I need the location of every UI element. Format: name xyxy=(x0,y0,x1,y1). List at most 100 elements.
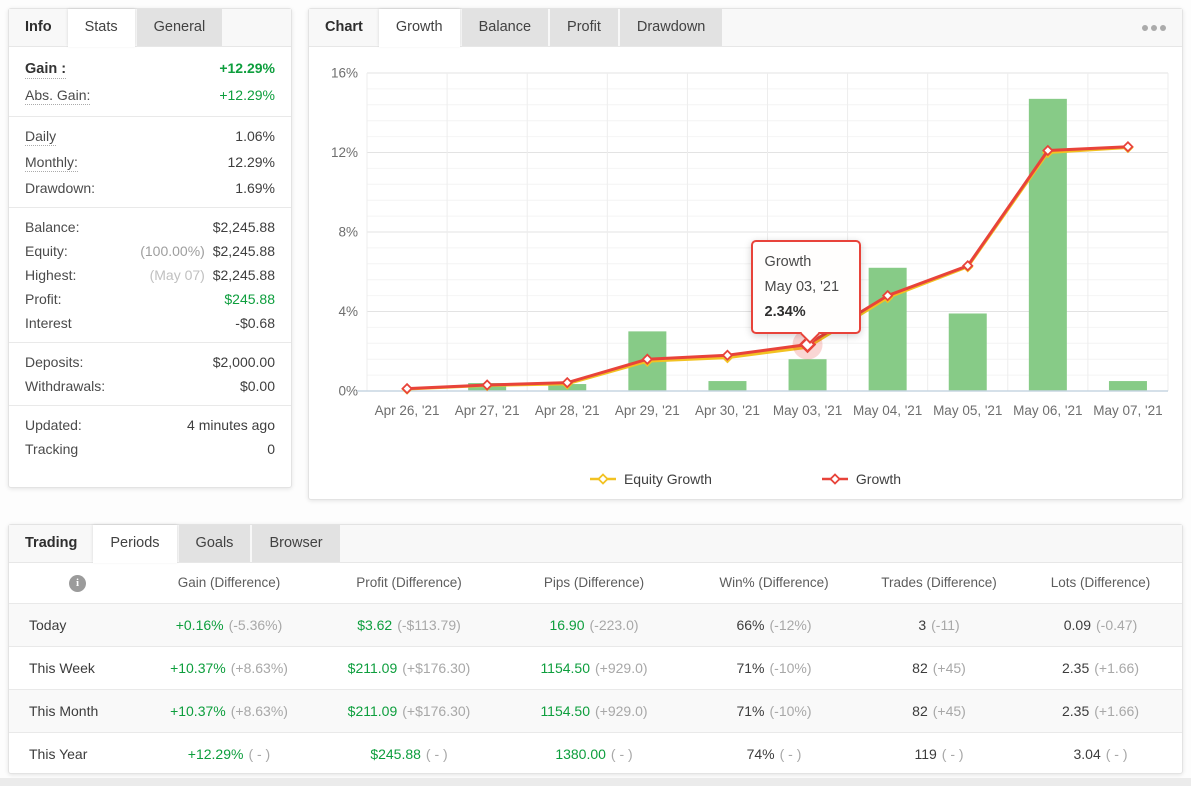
column-header-win-difference: Win% (Difference) xyxy=(719,575,829,591)
cell-profit: $211.09 (+$176.30) xyxy=(319,646,499,689)
column-header-profit-difference: Profit (Difference) xyxy=(356,575,462,591)
stat-value-highest: (May 07) $2,245.88 xyxy=(149,267,275,283)
stat-row-withdrawals: Withdrawals: $0.00 xyxy=(9,374,291,398)
tab-periods[interactable]: Periods xyxy=(93,525,177,563)
stat-label-abs-gain[interactable]: Abs. Gain: xyxy=(25,87,91,105)
info-panel-title: Info xyxy=(25,19,52,35)
column-header-gain-difference: Gain (Difference) xyxy=(177,575,281,591)
cell-pips: 16.90 (-223.0) xyxy=(499,603,689,646)
cell-lots: 2.35 (+1.66) xyxy=(1019,646,1182,689)
legend-item-growth[interactable]: Growth xyxy=(821,471,902,487)
cell-difference: (-$113.79) xyxy=(397,616,461,633)
chart-menu-button[interactable] xyxy=(1126,9,1182,46)
cell-profit: $3.62 (-$113.79) xyxy=(319,603,499,646)
tab-browser[interactable]: Browser xyxy=(252,525,340,562)
tab-goals[interactable]: Goals xyxy=(178,525,251,562)
stats-group: Deposits: $2,000.00 Withdrawals: $0.00 xyxy=(9,342,291,405)
stat-value-tracking: 0 xyxy=(267,441,275,457)
bar-may-06-21 xyxy=(1028,98,1067,392)
cell-profit: $211.09 (+$176.30) xyxy=(319,689,499,732)
stat-label-profit: Profit: xyxy=(25,291,62,307)
cell-difference: (-223.0) xyxy=(589,616,639,633)
cell-difference: (-12%) xyxy=(769,616,812,633)
stat-label-monthly[interactable]: Monthly: xyxy=(25,154,78,172)
stat-row-profit: Profit: $245.88 xyxy=(9,287,291,311)
stats-group: Balance: $2,245.88 Equity: (100.00%) $2,245… xyxy=(9,207,291,342)
stat-row-gain: Gain : +12.29% xyxy=(9,56,291,83)
stat-label-deposits: Deposits: xyxy=(25,354,84,370)
stat-value-abs-gain: +12.29% xyxy=(219,87,275,103)
cell-difference: (+929.0) xyxy=(595,659,648,676)
growth-chart: Growth May 03, '21 2.34% Equity Growth Gr… xyxy=(309,47,1182,500)
stat-value-updated: 4 minutes ago xyxy=(187,417,275,433)
stat-value-monthly: 12.29% xyxy=(227,154,275,170)
tab-growth[interactable]: Growth xyxy=(378,9,460,47)
period-label: This Year xyxy=(29,745,88,762)
svg-text:Apr 27, '21: Apr 27, '21 xyxy=(455,403,520,418)
header-spacer xyxy=(724,9,1126,46)
cell-difference: (+$176.30) xyxy=(402,659,471,676)
stats-group: Daily 1.06% Monthly: 12.29% Drawdown: 1.69% xyxy=(9,116,291,207)
stat-row-deposits: Deposits: $2,000.00 xyxy=(9,350,291,374)
legend-marker-icon xyxy=(821,473,848,485)
info-stats-panel: Info Stats General Gain : +12.29% Abs. Gain… xyxy=(8,8,292,488)
trading-periods-panel: Trading Periods Goals Browser i Gain (Diffe… xyxy=(8,524,1183,774)
cell-value: 71% xyxy=(736,702,765,719)
cell-difference: ( - ) xyxy=(610,745,633,762)
cell-value: 74% xyxy=(746,745,775,762)
cell-value: 2.35 xyxy=(1062,659,1090,676)
cell-difference: (-0.47) xyxy=(1096,616,1138,633)
tab-stats[interactable]: Stats xyxy=(67,9,135,47)
cell-difference: (-5.36%) xyxy=(228,616,283,633)
cell-difference: (-10%) xyxy=(769,702,812,719)
tab-balance[interactable]: Balance xyxy=(461,9,549,46)
cell-difference: ( - ) xyxy=(779,745,802,762)
cell-value: 1154.50 xyxy=(540,659,591,676)
bar-may-07-21 xyxy=(1108,381,1147,391)
svg-text:0%: 0% xyxy=(338,384,358,399)
cell-difference: (+1.66) xyxy=(1094,702,1139,719)
column-header-pips-difference: Pips (Difference) xyxy=(543,575,645,591)
cell-lots: 0.09 (-0.47) xyxy=(1019,603,1182,646)
stat-value-balance: $2,245.88 xyxy=(212,219,275,235)
ellipsis-icon xyxy=(1151,24,1157,31)
stat-value-equity: (100.00%) $2,245.88 xyxy=(140,243,275,259)
tab-general[interactable]: General xyxy=(136,9,223,46)
marker-growth xyxy=(798,335,817,354)
table-row-this-week: This Week +10.37% (+8.63%) $211.09 (+$176.30… xyxy=(9,646,1182,689)
info-icon[interactable]: i xyxy=(69,574,86,592)
cell-value: 3.04 xyxy=(1073,745,1101,762)
cell-difference: (+8.63%) xyxy=(230,702,288,719)
stat-row-highest: Highest: (May 07) $2,245.88 xyxy=(9,263,291,287)
legend-label: Growth xyxy=(855,471,902,487)
svg-text:8%: 8% xyxy=(338,225,358,240)
cell-difference: ( - ) xyxy=(425,745,448,762)
cell-difference: (+45) xyxy=(932,702,966,719)
svg-text:May 06, '21: May 06, '21 xyxy=(1013,403,1082,418)
stats-list: Gain : +12.29% Abs. Gain: +12.29% Daily 1.06%… xyxy=(9,47,291,470)
table-row-this-month: This Month +10.37% (+8.63%) $211.09 (+$176.3… xyxy=(9,689,1182,732)
cell-gain: +10.37% (+8.63%) xyxy=(139,646,319,689)
bar-apr-30-21 xyxy=(708,381,747,391)
chart-panel-tabs: Growth Balance Profit Drawdown xyxy=(378,9,725,47)
marker-growth xyxy=(1042,144,1054,157)
chart-panel-header: Chart Growth Balance Profit Drawdown xyxy=(309,9,1182,47)
stat-row-daily: Daily 1.06% xyxy=(9,124,291,150)
svg-text:Apr 28, '21: Apr 28, '21 xyxy=(535,403,600,418)
tab-drawdown[interactable]: Drawdown xyxy=(619,9,723,46)
tab-profit[interactable]: Profit xyxy=(550,9,618,46)
stat-row-monthly: Monthly: 12.29% xyxy=(9,150,291,176)
cell-trades: 82 (+45) xyxy=(859,646,1019,689)
stat-label-daily[interactable]: Daily xyxy=(25,128,57,146)
legend-item-equity-growth[interactable]: Equity Growth xyxy=(589,471,712,487)
stat-value-profit: $245.88 xyxy=(224,291,275,307)
cell-lots: 3.04( - ) xyxy=(1019,732,1182,775)
cell-difference: (+1.66) xyxy=(1094,659,1139,676)
chart-legend: Equity Growth Growth xyxy=(309,471,1182,487)
marker-growth xyxy=(881,289,894,302)
cell-pips: 1154.50 (+929.0) xyxy=(499,689,689,732)
marker-growth xyxy=(481,379,493,391)
cell-win: 71% (-10%) xyxy=(689,646,859,689)
cell-win: 66% (-12%) xyxy=(689,603,859,646)
stat-label-gain[interactable]: Gain : xyxy=(25,61,67,79)
